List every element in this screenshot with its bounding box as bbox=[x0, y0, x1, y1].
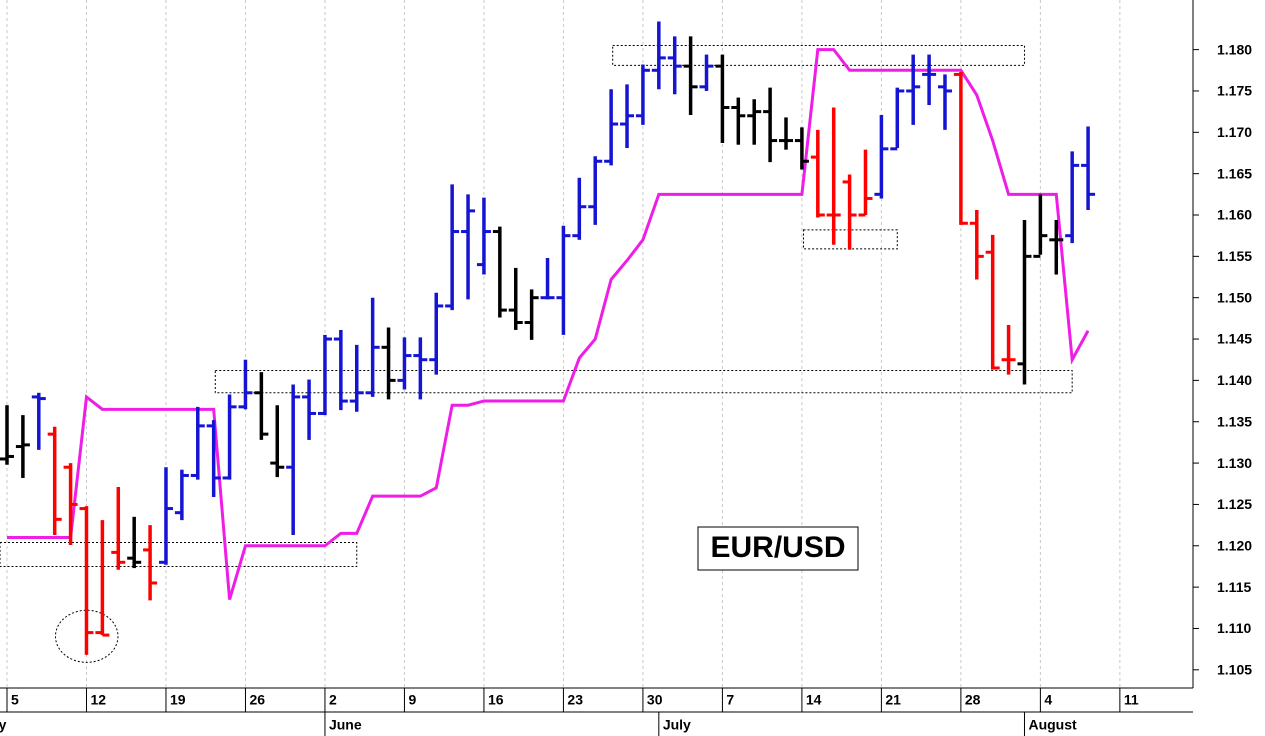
y-tick-label: 1.165 bbox=[1217, 165, 1252, 181]
x-tick-label: 16 bbox=[488, 692, 504, 708]
x-tick-label: 11 bbox=[1124, 692, 1139, 708]
y-tick-label: 1.170 bbox=[1217, 124, 1252, 140]
y-tick-label: 1.125 bbox=[1217, 496, 1252, 512]
y-tick-label: 1.175 bbox=[1217, 83, 1252, 99]
y-tick-label: 1.115 bbox=[1217, 579, 1251, 595]
y-tick-label: 1.155 bbox=[1217, 248, 1252, 264]
y-tick-label: 1.160 bbox=[1217, 207, 1252, 223]
stop-line bbox=[6, 48, 1090, 600]
x-tick-label: 21 bbox=[885, 692, 901, 708]
month-label: May bbox=[0, 717, 7, 733]
x-tick-label: 12 bbox=[90, 692, 106, 708]
x-tick-label: 14 bbox=[806, 692, 822, 708]
y-tick-label: 1.140 bbox=[1217, 372, 1252, 388]
x-tick-label: 2 bbox=[329, 692, 337, 708]
y-tick-label: 1.150 bbox=[1217, 289, 1252, 305]
x-tick-label: 28 bbox=[965, 692, 981, 708]
y-tick-label: 1.180 bbox=[1217, 41, 1252, 57]
plot-area bbox=[0, 0, 1121, 688]
x-tick-label: 30 bbox=[647, 692, 663, 708]
x-tick-label: 23 bbox=[567, 692, 583, 708]
label-box bbox=[697, 526, 859, 571]
zone bbox=[802, 229, 898, 250]
zone bbox=[612, 44, 1025, 66]
x-tick-label: 5 bbox=[11, 692, 19, 708]
x-tick-label: 4 bbox=[1044, 692, 1052, 708]
y-tick-label: 1.110 bbox=[1217, 620, 1251, 636]
y-tick-label: 1.120 bbox=[1217, 537, 1252, 553]
x-tick-label: 26 bbox=[249, 692, 265, 708]
month-label: June bbox=[329, 717, 362, 733]
x-tick-label: 19 bbox=[170, 692, 186, 708]
x-tick-label: 7 bbox=[726, 692, 734, 708]
zone bbox=[214, 369, 1073, 394]
zone bbox=[0, 541, 358, 567]
pair-label: EUR/USD bbox=[710, 531, 845, 564]
month-label: July bbox=[663, 717, 691, 733]
x-tick-label: 9 bbox=[408, 692, 416, 708]
month-label: August bbox=[1028, 717, 1077, 733]
zone bbox=[54, 609, 119, 663]
y-tick-label: 1.105 bbox=[1217, 662, 1252, 678]
y-tick-label: 1.130 bbox=[1217, 455, 1252, 471]
y-tick-label: 1.135 bbox=[1217, 413, 1252, 429]
y-tick-label: 1.145 bbox=[1217, 331, 1252, 347]
